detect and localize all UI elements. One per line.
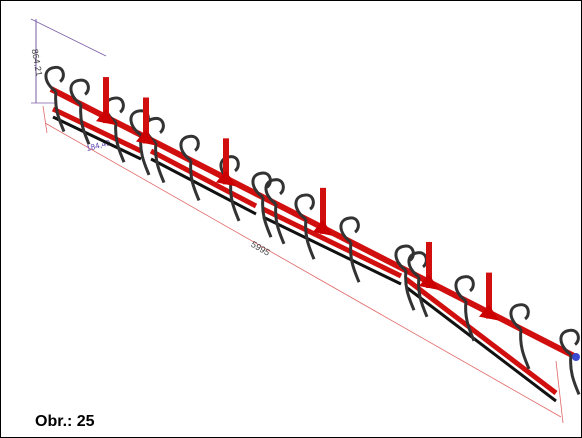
- lower-bar: [406, 287, 556, 401]
- figure: 864.21 5995 184,49 Obr.: 25: [0, 0, 582, 438]
- beam-end: [572, 353, 580, 361]
- dim-length: 5995: [249, 239, 271, 258]
- tine: [561, 330, 579, 394]
- dim-ext: [43, 106, 47, 133]
- main-beam: [51, 89, 576, 357]
- tine: [71, 80, 89, 144]
- tine: [46, 67, 64, 131]
- caption: Obr.: 25: [35, 413, 95, 431]
- dim-ext: [556, 361, 563, 423]
- dim-ext: [31, 19, 106, 56]
- lower-bar: [151, 151, 256, 206]
- drawing: 864.21 5995 184,49: [1, 1, 581, 437]
- dim-height: 864.21: [30, 48, 45, 77]
- lower-bar: [263, 217, 401, 284]
- dim-line: [45, 123, 561, 417]
